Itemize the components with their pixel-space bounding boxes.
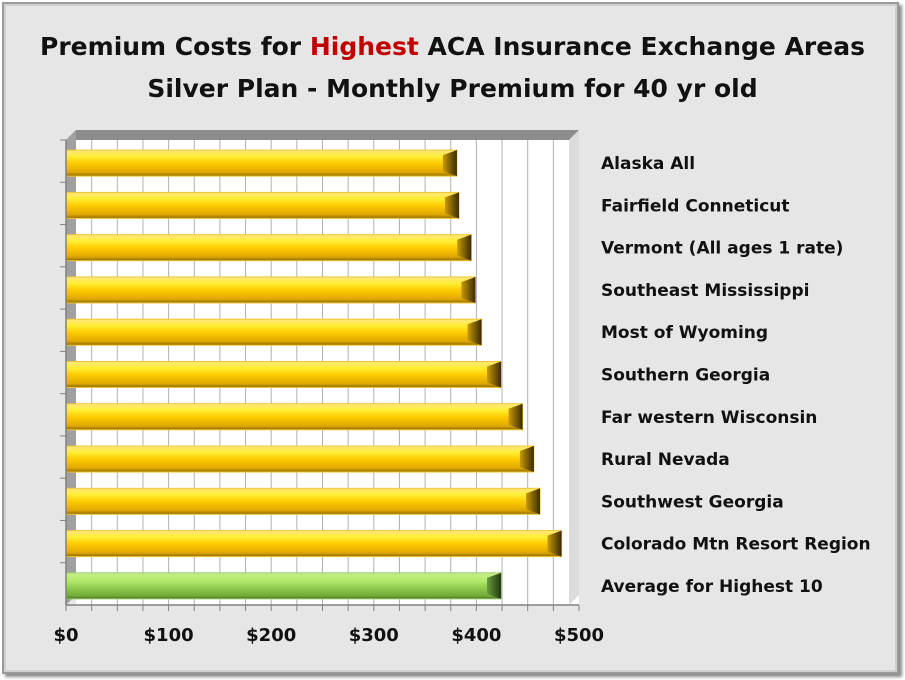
chart-title-line1: Premium Costs for Highest ACA Insurance … — [40, 32, 865, 61]
chart-title-line2: Silver Plan - Monthly Premium for 40 yr … — [147, 74, 758, 103]
x-tick-label: $300 — [349, 625, 399, 646]
title-highlight: Highest — [309, 32, 419, 61]
bar-7 — [65, 445, 535, 473]
bar-10 — [65, 572, 502, 600]
bar-end-bevel — [487, 572, 502, 599]
category-label: Average for Highest 10 — [601, 577, 823, 597]
bar-end-bevel — [508, 403, 523, 430]
category-label: Southwest Georgia — [601, 492, 784, 512]
category-label: Fairfield Conneticut — [601, 196, 790, 216]
bar-end-bevel — [526, 488, 541, 515]
bar-3 — [65, 276, 476, 304]
bar-end-bevel — [519, 446, 534, 473]
top-wall — [66, 130, 579, 140]
bar-4 — [65, 318, 483, 346]
category-label: Most of Wyoming — [601, 323, 768, 343]
bar-end-bevel — [457, 234, 472, 261]
x-tick-label: $500 — [554, 625, 604, 646]
bar-1 — [65, 191, 460, 219]
bar-5 — [65, 361, 502, 388]
category-label: Far western Wisconsin — [601, 408, 817, 428]
bar-end-bevel — [442, 150, 457, 177]
bar-end-bevel — [444, 192, 459, 219]
bar-2 — [65, 234, 472, 262]
category-label: Vermont (All ages 1 rate) — [601, 239, 843, 259]
x-tick-label: $200 — [246, 625, 296, 646]
x-tick-label: $0 — [53, 625, 78, 646]
bar-end-bevel — [547, 530, 562, 557]
x-tick-label: $100 — [144, 625, 194, 646]
bar-end-bevel — [461, 276, 476, 303]
side-wall — [569, 130, 579, 605]
category-label: Alaska All — [601, 154, 695, 174]
bar-6 — [65, 403, 524, 431]
bar-end-bevel — [487, 361, 502, 388]
x-tick-label: $400 — [451, 625, 501, 646]
category-label: Rural Nevada — [601, 450, 730, 470]
category-label: Colorado Mtn Resort Region — [601, 535, 871, 555]
category-label: Southeast Mississippi — [601, 281, 809, 301]
bar-0 — [65, 149, 458, 177]
bar-end-bevel — [467, 319, 482, 346]
bar-9 — [65, 530, 563, 558]
category-label: Southern Georgia — [601, 366, 770, 386]
bar-8 — [65, 487, 541, 515]
